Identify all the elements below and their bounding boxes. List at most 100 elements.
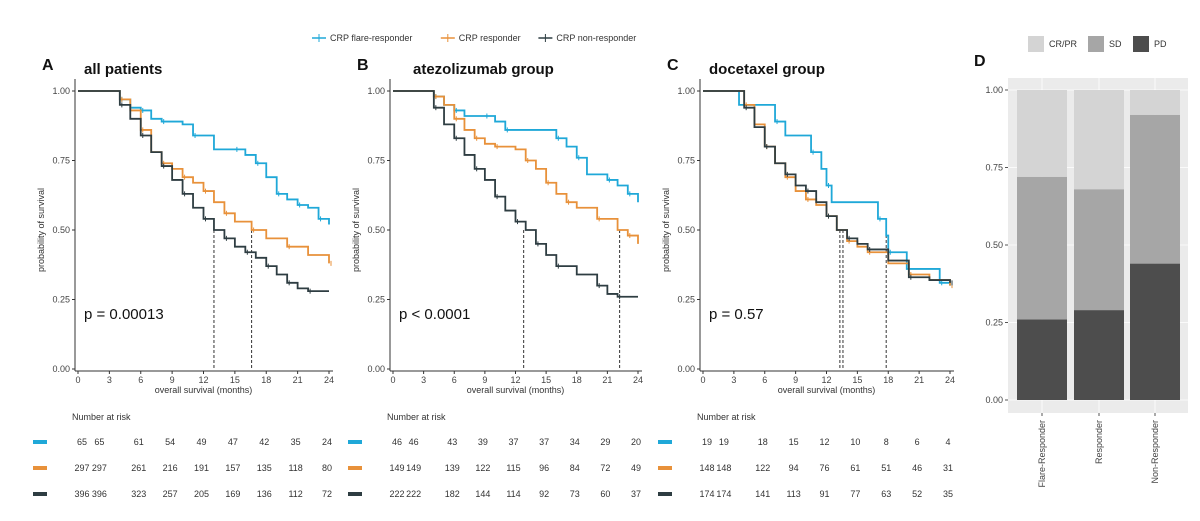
km-curve-crp-responder <box>78 90 330 264</box>
x-axis-label: overall survival (months) <box>467 385 565 395</box>
y-tick-label: 0.25 <box>985 318 1003 328</box>
bar-legend-label: SD <box>1109 39 1122 49</box>
risk-count: 12 <box>819 437 829 447</box>
risk-count: 73 <box>570 489 580 499</box>
risk-count: 122 <box>755 463 770 473</box>
y-tick-label: 0.00 <box>985 395 1003 405</box>
risk-count: 37 <box>539 437 549 447</box>
risk-count: 72 <box>322 489 332 499</box>
bar-segment-pd <box>1130 263 1180 400</box>
y-tick-label: 0.50 <box>367 225 385 235</box>
risk-table-title: Number at risk <box>387 412 446 422</box>
risk-count: 92 <box>539 489 549 499</box>
x-tick-label: 21 <box>602 375 612 385</box>
bar-legend-swatch <box>1028 36 1044 52</box>
y-tick-label: 0.00 <box>367 364 385 374</box>
x-tick-label: 0 <box>75 375 80 385</box>
y-tick-label: 0.50 <box>985 240 1003 250</box>
risk-count: 61 <box>850 463 860 473</box>
risk-count: 115 <box>506 463 520 473</box>
risk-count: 182 <box>445 489 460 499</box>
risk-row-swatch <box>658 492 672 496</box>
km-curve-crp-non-responder <box>703 90 951 283</box>
y-axis-label: probability of survival <box>36 188 46 272</box>
risk-count: 20 <box>631 437 641 447</box>
risk-count: 63 <box>881 489 891 499</box>
bar-segment-pd <box>1017 319 1067 400</box>
x-tick-label: 6 <box>138 375 143 385</box>
y-tick-label: 1.00 <box>677 86 695 96</box>
risk-count: 46 <box>409 437 419 447</box>
panel-title: atezolizumab group <box>413 61 554 78</box>
bar-legend-swatch <box>1133 36 1149 52</box>
x-tick-label: 12 <box>821 375 831 385</box>
risk-count: 135 <box>257 463 272 473</box>
risk-count: 35 <box>943 489 953 499</box>
x-tick-label: 18 <box>883 375 893 385</box>
panel-label: B <box>357 57 369 74</box>
risk-row-swatch <box>348 440 362 444</box>
legend-label: CRP flare-responder <box>330 33 412 43</box>
y-tick-label: 0.75 <box>677 156 695 166</box>
risk-count: 72 <box>600 463 610 473</box>
risk-count: 39 <box>478 437 488 447</box>
risk-count: 149 <box>406 463 421 473</box>
bar-legend-item: SD <box>1088 36 1122 52</box>
x-tick-label: Non-Responder <box>1150 420 1160 484</box>
risk-count: 35 <box>291 437 301 447</box>
bar-segment-pd <box>1074 310 1124 400</box>
bar-legend-label: CR/PR <box>1049 39 1078 49</box>
risk-count: 118 <box>288 463 302 473</box>
risk-count: 52 <box>912 489 922 499</box>
risk-count: 112 <box>288 489 302 499</box>
risk-count: 148 <box>699 463 714 473</box>
risk-count: 54 <box>165 437 175 447</box>
x-tick-label: 0 <box>390 375 395 385</box>
panel-label: A <box>42 57 54 74</box>
p-value: p < 0.0001 <box>399 306 470 323</box>
risk-count: 297 <box>74 463 89 473</box>
risk-count: 15 <box>789 437 799 447</box>
bar-legend-swatch <box>1088 36 1104 52</box>
risk-count: 122 <box>475 463 490 473</box>
x-tick-label: 24 <box>324 375 334 385</box>
risk-row-swatch <box>33 440 47 444</box>
risk-row-swatch <box>658 440 672 444</box>
risk-count: 149 <box>389 463 404 473</box>
risk-count: 113 <box>786 489 800 499</box>
y-tick-label: 0.25 <box>52 295 70 305</box>
bar-segment-sd <box>1017 176 1067 320</box>
risk-count: 37 <box>508 437 518 447</box>
x-tick-label: 12 <box>198 375 208 385</box>
risk-count: 257 <box>163 489 178 499</box>
risk-count: 49 <box>631 463 641 473</box>
risk-count: 216 <box>163 463 178 473</box>
km-curve-crp-flare-responder <box>78 90 330 225</box>
bar-segment-cr-pr <box>1074 90 1124 190</box>
x-tick-label: Flare-Responder <box>1037 420 1047 488</box>
x-tick-label: 15 <box>852 375 862 385</box>
risk-count: 6 <box>915 437 920 447</box>
panel-label: C <box>667 57 679 74</box>
risk-count: 174 <box>716 489 731 499</box>
risk-count: 76 <box>819 463 829 473</box>
km-curve-crp-responder <box>703 90 951 286</box>
p-value: p = 0.57 <box>709 306 764 323</box>
legend-label: CRP non-responder <box>556 33 636 43</box>
risk-row-swatch <box>348 492 362 496</box>
x-tick-label: 6 <box>452 375 457 385</box>
x-tick-label: 12 <box>510 375 520 385</box>
risk-count: 396 <box>74 489 89 499</box>
bar-segment-sd <box>1130 114 1180 264</box>
x-axis-label: overall survival (months) <box>778 385 876 395</box>
km-curve-crp-non-responder <box>393 90 638 298</box>
legend-label: CRP responder <box>459 33 521 43</box>
bar-segment-sd <box>1074 189 1124 311</box>
x-tick-label: 9 <box>482 375 487 385</box>
risk-count: 8 <box>884 437 889 447</box>
risk-count: 205 <box>194 489 209 499</box>
risk-count: 148 <box>716 463 731 473</box>
risk-count: 169 <box>225 489 240 499</box>
x-axis-label: overall survival (months) <box>155 385 253 395</box>
